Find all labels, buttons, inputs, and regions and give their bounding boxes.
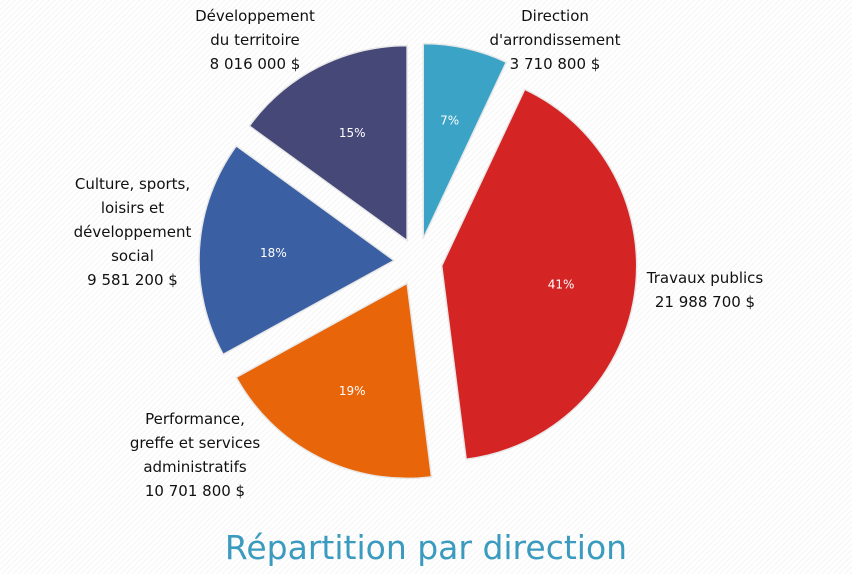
pie-slice-percent-label: 15% xyxy=(339,126,366,140)
pie-slice-percent-label: 18% xyxy=(260,246,287,260)
pie-slice-percent-label: 41% xyxy=(548,278,575,292)
label-developpement-territoire: Développement du territoire 8 016 000 $ xyxy=(195,7,315,73)
label-performance: Performance, greffe et services administ… xyxy=(129,410,261,500)
pie-slice xyxy=(440,88,638,461)
label-culture-sports: Culture, sports, loisirs et développemen… xyxy=(73,175,192,289)
pie-slice xyxy=(422,42,508,239)
label-travaux-publics: Travaux publics 21 988 700 $ xyxy=(646,269,764,311)
pie-slice-percent-label: 19% xyxy=(339,384,366,398)
label-direction-arrondissement: Direction d'arrondissement 3 710 800 $ xyxy=(489,7,621,73)
pie-slice xyxy=(248,44,408,243)
chart-title: Répartition par direction xyxy=(224,528,628,567)
pie-slice xyxy=(235,282,433,480)
pie-slice-percent-label: 7% xyxy=(440,114,459,128)
pie-slice xyxy=(198,144,396,356)
